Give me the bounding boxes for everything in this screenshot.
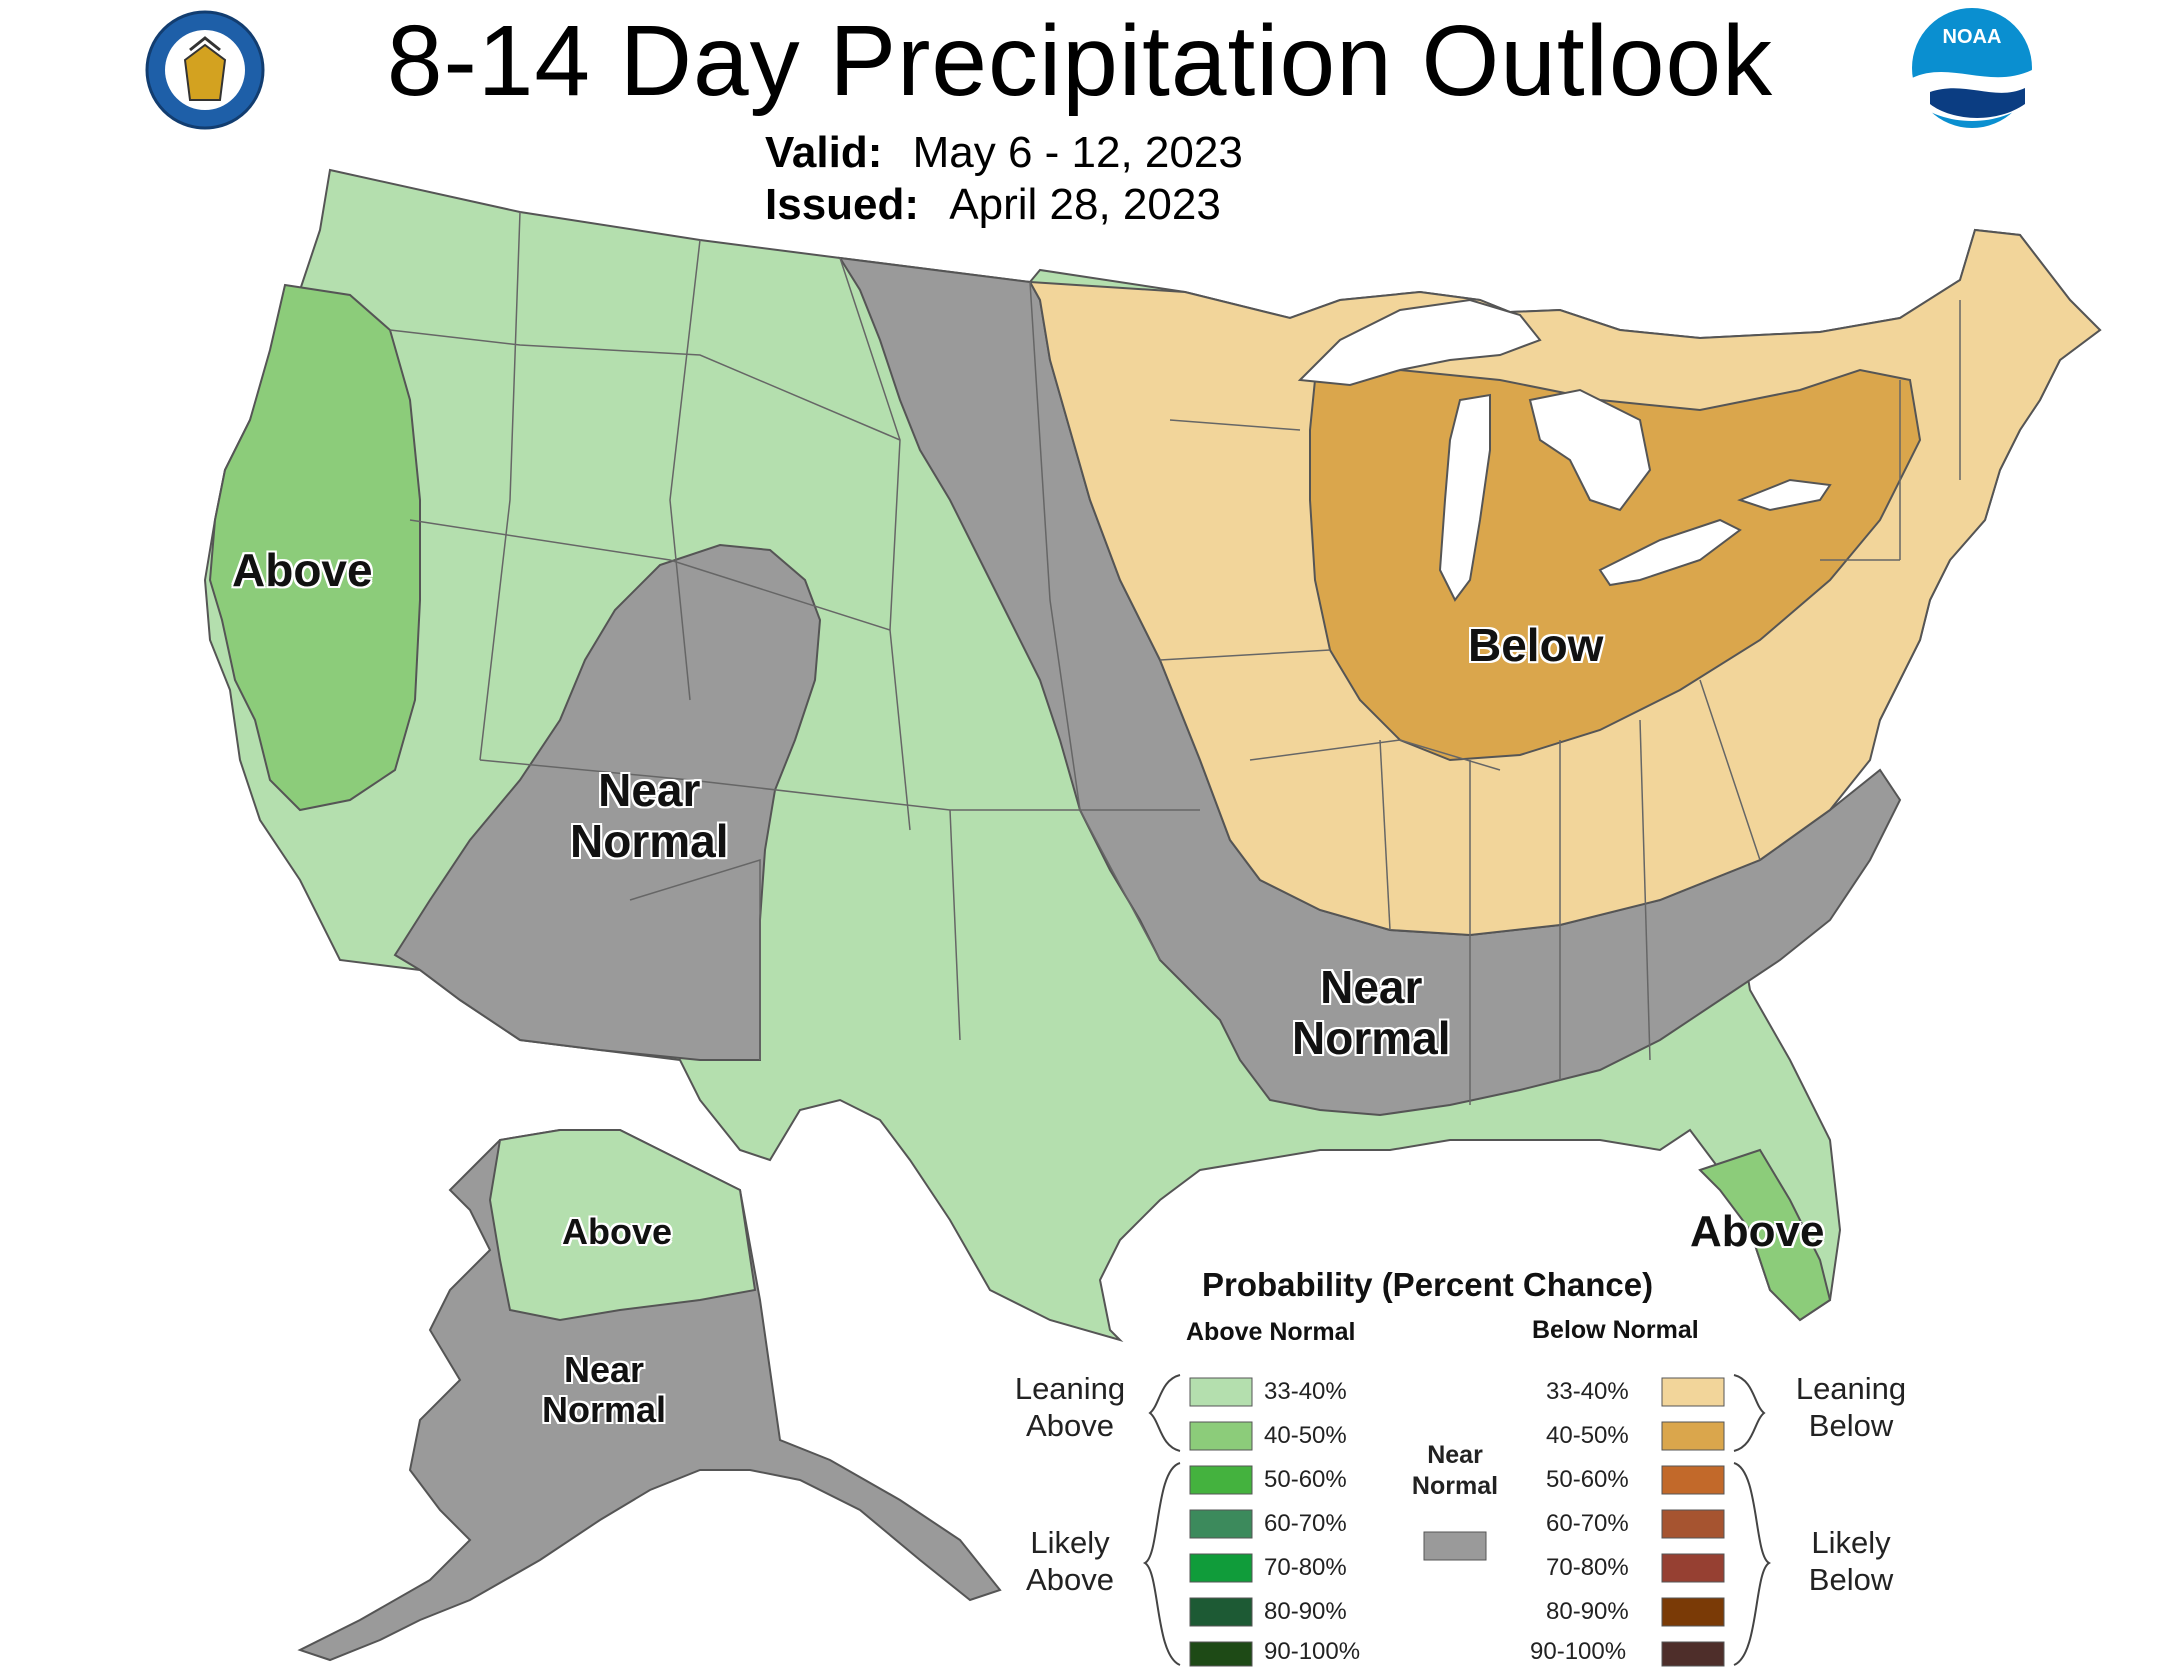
leaning-below-line2: Below [1808,1408,1894,1444]
likely-above-line2: Above [1026,1562,1114,1598]
label-alaska-line1: Near [563,1349,645,1390]
near-normal-line2: Normal [1411,1472,1499,1501]
leaning-above-line2: Above [1026,1408,1114,1444]
issued-value: April 28, 2023 [949,180,1221,229]
label-southeast-line1: Near [1320,961,1423,1013]
legend-likely-above: Likely Above [1000,1524,1140,1598]
below-bin-60-70: 60-70% [1546,1510,1629,1537]
legend-below-normal-head: Below Normal [1532,1316,1699,1344]
noaa-logo-icon [1912,8,2032,128]
likely-above-line1: Likely [1030,1525,1110,1560]
legend-leaning-above: Leaning Above [1000,1370,1140,1444]
label-alaska-above: Above [562,1211,673,1252]
above-bin-40-50: 40-50% [1264,1422,1347,1449]
label-southwest-near-normal: Near Normal [570,765,728,866]
likely-below-line2: Below [1808,1562,1894,1598]
lake-superior [1297,298,1542,387]
legend-near-normal-head: Near Normal [1400,1440,1510,1503]
issued-date-line: Issued: April 28, 2023 [765,180,1221,230]
valid-value: May 6 - 12, 2023 [912,128,1243,177]
alaska-above-region [488,1129,757,1322]
below-bin-40-50: 40-50% [1546,1422,1629,1449]
below-bin-33-40: 33-40% [1546,1378,1629,1405]
below-bin-90-100: 90-100% [1530,1638,1627,1665]
department-of-commerce-seal-icon [145,10,265,130]
likely-below-line1: Likely [1811,1525,1891,1560]
lake-ontario [1737,478,1832,512]
below-bin-50-60: 50-60% [1546,1466,1629,1493]
legend-graphics [1142,1374,1772,1667]
above-bin-50-60: 50-60% [1264,1466,1347,1493]
label-great-lakes-below: Below [1468,619,1604,671]
label-alaska-line2: Normal [542,1388,667,1430]
west-coast-above-region [208,283,421,812]
above-bin-80-90: 80-90% [1264,1598,1347,1625]
label-florida-above: Above [1690,1207,1825,1256]
above-bin-70-80: 70-80% [1264,1554,1347,1581]
label-southeast-line2: Normal [1292,1011,1451,1064]
legend-likely-below: Likely Below [1776,1524,1926,1598]
valid-label: Valid: [765,128,883,177]
legend-title: Probability (Percent Chance) [1202,1266,1654,1303]
lake-erie [1598,518,1742,587]
legend-above-normal-head: Above Normal [1186,1318,1356,1346]
page-title: 8-14 Day Precipitation Outlook [386,5,1774,117]
below-bin-70-80: 70-80% [1546,1554,1629,1581]
southwest-near-normal-region [393,543,822,1061]
florida-above-region [1698,1148,1832,1322]
lake-michigan [1438,393,1491,602]
lake-huron [1528,388,1652,512]
label-southwest-line1: Near [598,764,701,816]
label-alaska-near-normal: Near Normal [542,1350,666,1429]
label-southeast-near-normal: Near Normal [1292,962,1450,1063]
legend-leaning-below: Leaning Below [1776,1370,1926,1444]
alaska-outline [297,1129,1002,1662]
near-normal-line1: Near [1427,1441,1483,1469]
noaa-logo-text: NOAA [1942,26,2002,48]
leaning-above-line1: Leaning [1014,1371,1126,1406]
above-bin-90-100: 90-100% [1264,1638,1361,1665]
issued-label: Issued: [765,180,920,229]
above-bin-60-70: 60-70% [1264,1510,1347,1537]
label-west-coast-above: Above [232,544,373,596]
below-bin-80-90: 80-90% [1546,1598,1629,1625]
above-bin-33-40: 33-40% [1264,1378,1347,1405]
valid-date-line: Valid: May 6 - 12, 2023 [765,128,1243,178]
state-boundaries [389,211,1961,1105]
label-southwest-line2: Normal [570,814,729,867]
leaning-below-line1: Leaning [1795,1371,1907,1406]
